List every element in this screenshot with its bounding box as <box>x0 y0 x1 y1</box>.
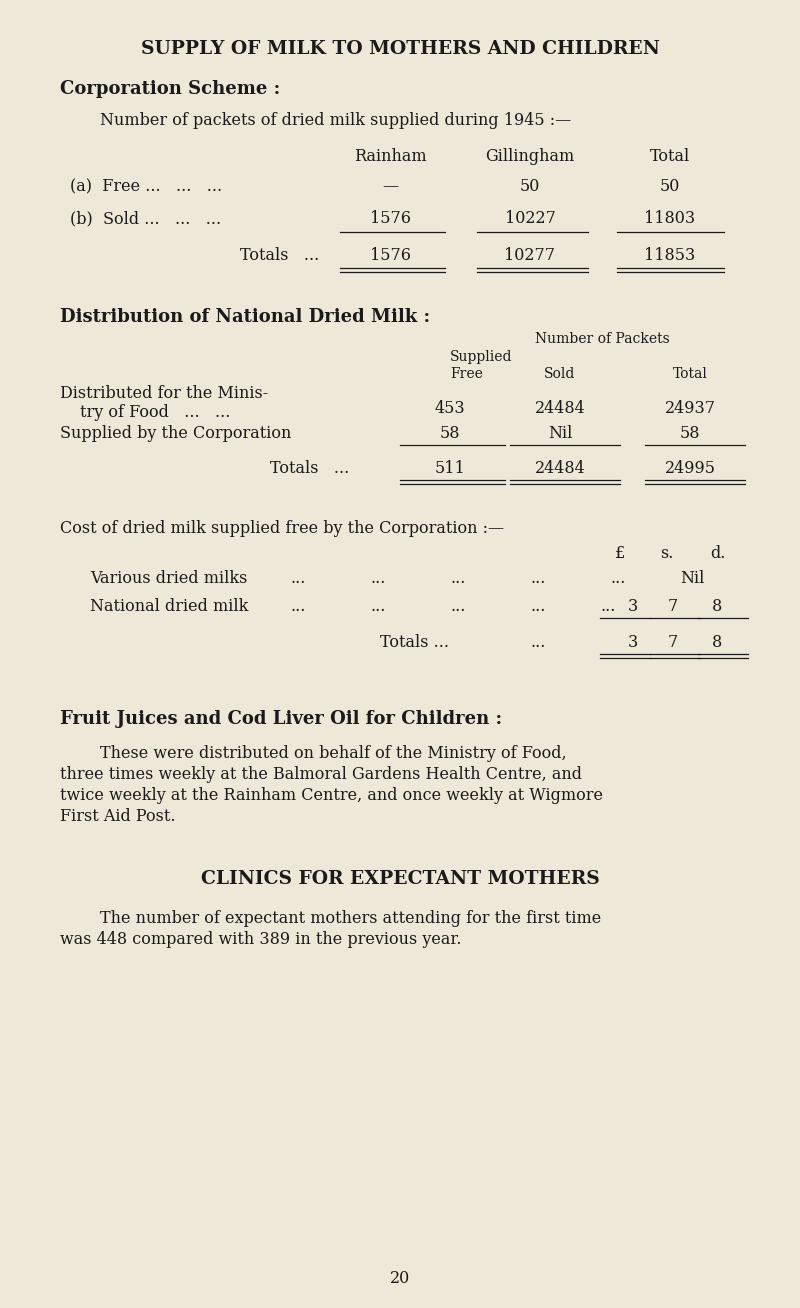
Text: 1576: 1576 <box>370 211 410 228</box>
Text: ...: ... <box>450 570 466 587</box>
Text: Total: Total <box>673 368 707 381</box>
Text: ...: ... <box>530 634 546 651</box>
Text: ...: ... <box>370 598 386 615</box>
Text: 7: 7 <box>668 598 678 615</box>
Text: twice weekly at the Rainham Centre, and once weekly at Wigmore: twice weekly at the Rainham Centre, and … <box>60 787 603 804</box>
Text: 11853: 11853 <box>644 247 696 264</box>
Text: 1576: 1576 <box>370 247 410 264</box>
Text: 11803: 11803 <box>645 211 695 228</box>
Text: First Aid Post.: First Aid Post. <box>60 808 175 825</box>
Text: Gillingham: Gillingham <box>486 148 574 165</box>
Text: 50: 50 <box>660 178 680 195</box>
Text: Sold: Sold <box>544 368 576 381</box>
Text: 10277: 10277 <box>505 247 555 264</box>
Text: 58: 58 <box>440 425 460 442</box>
Text: Corporation Scheme :: Corporation Scheme : <box>60 80 280 98</box>
Text: s.: s. <box>660 545 674 562</box>
Text: 511: 511 <box>434 460 466 477</box>
Text: 24995: 24995 <box>665 460 715 477</box>
Text: (b)  Sold ...   ...   ...: (b) Sold ... ... ... <box>70 211 221 228</box>
Text: try of Food   ...   ...: try of Food ... ... <box>80 404 230 421</box>
Text: d.: d. <box>710 545 726 562</box>
Text: ...: ... <box>530 598 546 615</box>
Text: ...: ... <box>530 570 546 587</box>
Text: 7: 7 <box>668 634 678 651</box>
Text: Rainham: Rainham <box>354 148 426 165</box>
Text: 10227: 10227 <box>505 211 555 228</box>
Text: 453: 453 <box>434 400 466 417</box>
Text: National dried milk: National dried milk <box>90 598 248 615</box>
Text: 8: 8 <box>712 634 722 651</box>
Text: 3: 3 <box>628 598 638 615</box>
Text: 20: 20 <box>390 1270 410 1287</box>
Text: was 448 compared with 389 in the previous year.: was 448 compared with 389 in the previou… <box>60 931 462 948</box>
Text: Totals ...: Totals ... <box>380 634 449 651</box>
Text: 58: 58 <box>680 425 700 442</box>
Text: Distribution of National Dried Milk :: Distribution of National Dried Milk : <box>60 307 430 326</box>
Text: Total: Total <box>650 148 690 165</box>
Text: ...: ... <box>290 598 306 615</box>
Text: Free: Free <box>450 368 483 381</box>
Text: 3: 3 <box>628 634 638 651</box>
Text: Totals   ...: Totals ... <box>240 247 319 264</box>
Text: 24484: 24484 <box>534 460 586 477</box>
Text: SUPPLY OF MILK TO MOTHERS AND CHILDREN: SUPPLY OF MILK TO MOTHERS AND CHILDREN <box>141 41 659 58</box>
Text: ...: ... <box>600 598 615 615</box>
Text: Number of Packets: Number of Packets <box>535 332 670 347</box>
Text: 50: 50 <box>520 178 540 195</box>
Text: The number of expectant mothers attending for the first time: The number of expectant mothers attendin… <box>100 910 602 927</box>
Text: Distributed for the Minis-: Distributed for the Minis- <box>60 385 268 402</box>
Text: (a)  Free ...   ...   ...: (a) Free ... ... ... <box>70 178 222 195</box>
Text: Totals   ...: Totals ... <box>270 460 350 477</box>
Text: £: £ <box>615 545 626 562</box>
Text: 24937: 24937 <box>665 400 715 417</box>
Text: Supplied by the Corporation: Supplied by the Corporation <box>60 425 291 442</box>
Text: Fruit Juices and Cod Liver Oil for Children :: Fruit Juices and Cod Liver Oil for Child… <box>60 710 502 729</box>
Text: CLINICS FOR EXPECTANT MOTHERS: CLINICS FOR EXPECTANT MOTHERS <box>201 870 599 888</box>
Text: —: — <box>382 178 398 195</box>
Text: ...: ... <box>370 570 386 587</box>
Text: ...: ... <box>610 570 626 587</box>
Text: three times weekly at the Balmoral Gardens Health Centre, and: three times weekly at the Balmoral Garde… <box>60 766 582 783</box>
Text: ...: ... <box>290 570 306 587</box>
Text: 24484: 24484 <box>534 400 586 417</box>
Text: Number of packets of dried milk supplied during 1945 :—: Number of packets of dried milk supplied… <box>100 112 571 129</box>
Text: These were distributed on behalf of the Ministry of Food,: These were distributed on behalf of the … <box>100 746 566 763</box>
Text: Nil: Nil <box>680 570 704 587</box>
Text: Supplied: Supplied <box>450 351 513 364</box>
Text: Various dried milks: Various dried milks <box>90 570 247 587</box>
Text: 8: 8 <box>712 598 722 615</box>
Text: ...: ... <box>450 598 466 615</box>
Text: Cost of dried milk supplied free by the Corporation :—: Cost of dried milk supplied free by the … <box>60 521 504 538</box>
Text: Nil: Nil <box>548 425 572 442</box>
